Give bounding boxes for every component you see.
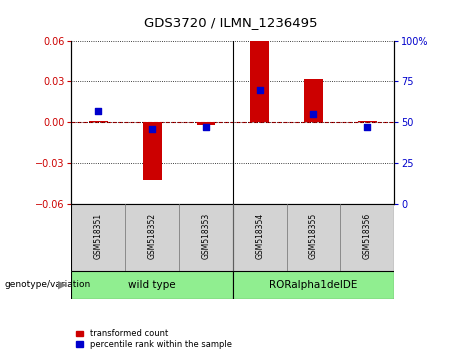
Text: genotype/variation: genotype/variation (5, 280, 91, 290)
Bar (125, 204, 179, 271)
Text: GSM518354: GSM518354 (255, 213, 264, 259)
Bar (287, 204, 340, 271)
Bar (143, 122, 161, 181)
Point (256, 87, 263, 92)
Bar (71, 204, 125, 271)
Bar (233, 271, 394, 299)
Bar (340, 204, 394, 271)
Bar (233, 204, 287, 271)
Bar (179, 204, 233, 271)
Point (148, 126, 156, 131)
Text: GSM518351: GSM518351 (94, 213, 103, 259)
Bar (196, 122, 215, 125)
Text: ▶: ▶ (59, 280, 67, 290)
Bar (89, 121, 108, 122)
Bar (71, 271, 233, 299)
Point (202, 124, 210, 130)
Text: GSM518353: GSM518353 (201, 213, 210, 259)
Point (310, 111, 317, 117)
Text: wild type: wild type (128, 280, 176, 290)
Bar (250, 38, 269, 122)
Bar (358, 121, 377, 122)
Bar (304, 79, 323, 122)
Text: GDS3720 / ILMN_1236495: GDS3720 / ILMN_1236495 (144, 16, 317, 29)
Legend: transformed count, percentile rank within the sample: transformed count, percentile rank withi… (76, 329, 233, 350)
Point (95, 108, 102, 114)
Point (364, 124, 371, 130)
Text: GSM518352: GSM518352 (148, 213, 157, 259)
Text: GSM518355: GSM518355 (309, 213, 318, 259)
Text: RORalpha1delDE: RORalpha1delDE (269, 280, 358, 290)
Text: GSM518356: GSM518356 (363, 213, 372, 259)
